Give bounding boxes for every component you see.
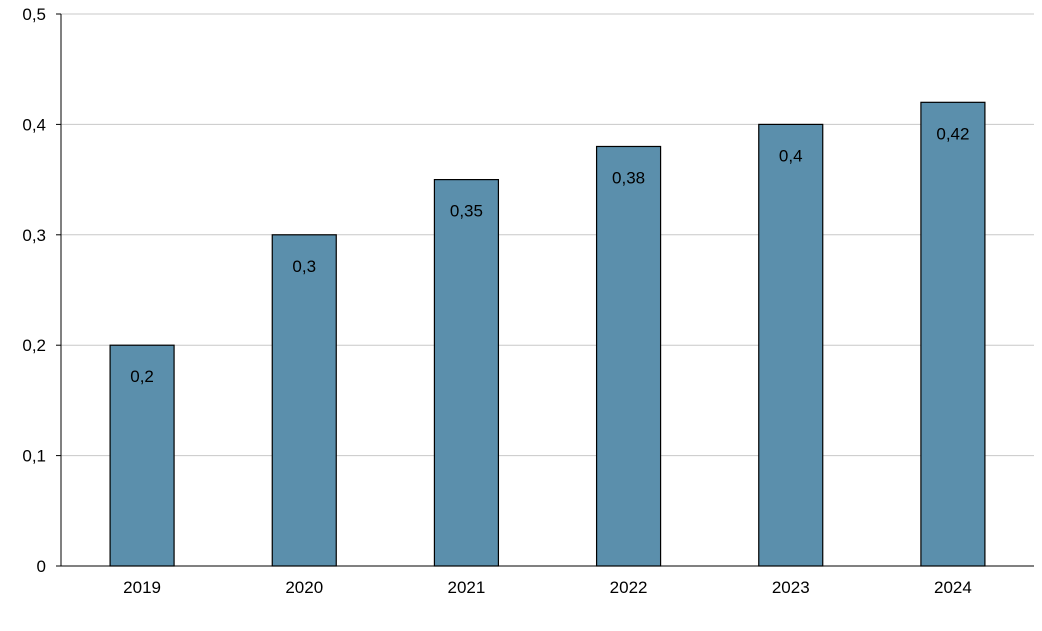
data-label: 0,35 bbox=[450, 202, 483, 221]
bars bbox=[109, 101, 986, 567]
bar-2021 bbox=[433, 179, 500, 567]
y-tick-label: 0 bbox=[37, 557, 46, 576]
y-tick-label: 0,3 bbox=[22, 226, 46, 245]
x-tick-label: 2021 bbox=[448, 578, 486, 597]
labels: 0 0,1 0,2 0,3 0,4 0,5 0,2 2019 0,3 2020 0,35 2021 0,… bbox=[22, 5, 971, 597]
data-label: 0,3 bbox=[292, 257, 316, 276]
data-label: 0,42 bbox=[936, 124, 969, 143]
y-tick-label: 0,1 bbox=[22, 447, 46, 466]
bar-2024 bbox=[920, 101, 986, 567]
x-tick-label: 2019 bbox=[123, 578, 161, 597]
bar-2022 bbox=[595, 145, 662, 567]
data-label: 0,2 bbox=[130, 367, 154, 386]
x-tick-label: 2020 bbox=[285, 578, 323, 597]
data-label: 0,38 bbox=[612, 168, 645, 187]
y-tick-label: 0,2 bbox=[22, 336, 46, 355]
axes bbox=[56, 13, 1034, 567]
bar-2023 bbox=[758, 123, 824, 567]
y-tick-label: 0,4 bbox=[22, 115, 46, 134]
data-label: 0,4 bbox=[779, 146, 803, 165]
bar-2019 bbox=[109, 344, 175, 567]
x-tick-label: 2023 bbox=[772, 578, 810, 597]
y-tick-label: 0,5 bbox=[22, 5, 46, 24]
bar-2020 bbox=[271, 234, 337, 567]
x-tick-label: 2024 bbox=[934, 578, 972, 597]
x-tick-label: 2022 bbox=[610, 578, 648, 597]
gridlines bbox=[61, 13, 1034, 457]
